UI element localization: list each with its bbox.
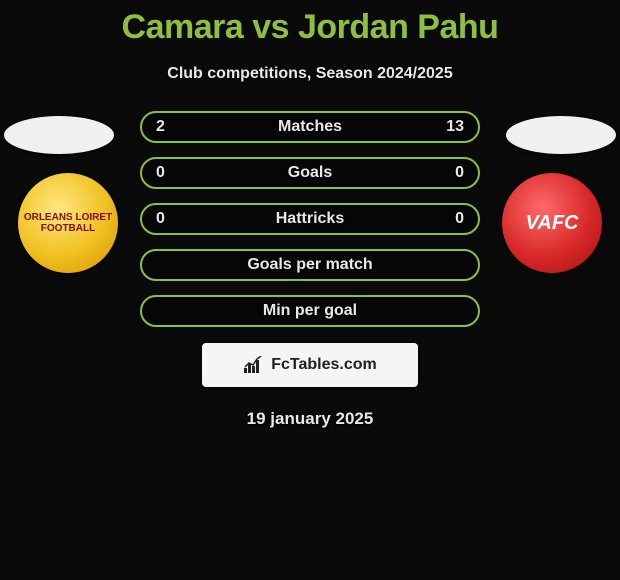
comparison-content: ORLEANS LOIRET FOOTBALL VAFC 2 Matches 1…	[0, 111, 620, 429]
page-title: Camara vs Jordan Pahu	[0, 0, 620, 47]
subtitle: Club competitions, Season 2024/2025	[0, 65, 620, 83]
left-club-badge-text: ORLEANS LOIRET FOOTBALL	[18, 212, 118, 234]
attribution-badge: FcTables.com	[202, 343, 418, 387]
stat-left-value: 2	[156, 118, 165, 136]
left-club-badge: ORLEANS LOIRET FOOTBALL	[18, 173, 118, 273]
left-player-ellipse	[4, 116, 114, 154]
date-line: 19 january 2025	[0, 409, 620, 429]
stat-rows: 2 Matches 13 0 Goals 0 0 Hattricks 0 Goa…	[140, 111, 480, 327]
stat-label: Min per goal	[263, 302, 357, 320]
right-player-ellipse	[506, 116, 616, 154]
bar-chart-icon	[243, 356, 265, 374]
right-club-badge-text: VAFC	[526, 212, 579, 234]
stat-right-value: 0	[455, 210, 464, 228]
stat-left-value: 0	[156, 164, 165, 182]
stat-row-matches: 2 Matches 13	[140, 111, 480, 143]
right-club-badge: VAFC	[502, 173, 602, 273]
stat-label: Hattricks	[276, 210, 344, 228]
stat-label: Matches	[278, 118, 342, 136]
stat-row-goals-per-match: Goals per match	[140, 249, 480, 281]
stat-left-value: 0	[156, 210, 165, 228]
stat-label: Goals	[288, 164, 332, 182]
stat-label: Goals per match	[247, 256, 372, 274]
stat-row-goals: 0 Goals 0	[140, 157, 480, 189]
stat-right-value: 13	[446, 118, 464, 136]
attribution-text: FcTables.com	[271, 356, 377, 374]
stat-right-value: 0	[455, 164, 464, 182]
stat-row-min-per-goal: Min per goal	[140, 295, 480, 327]
stat-row-hattricks: 0 Hattricks 0	[140, 203, 480, 235]
